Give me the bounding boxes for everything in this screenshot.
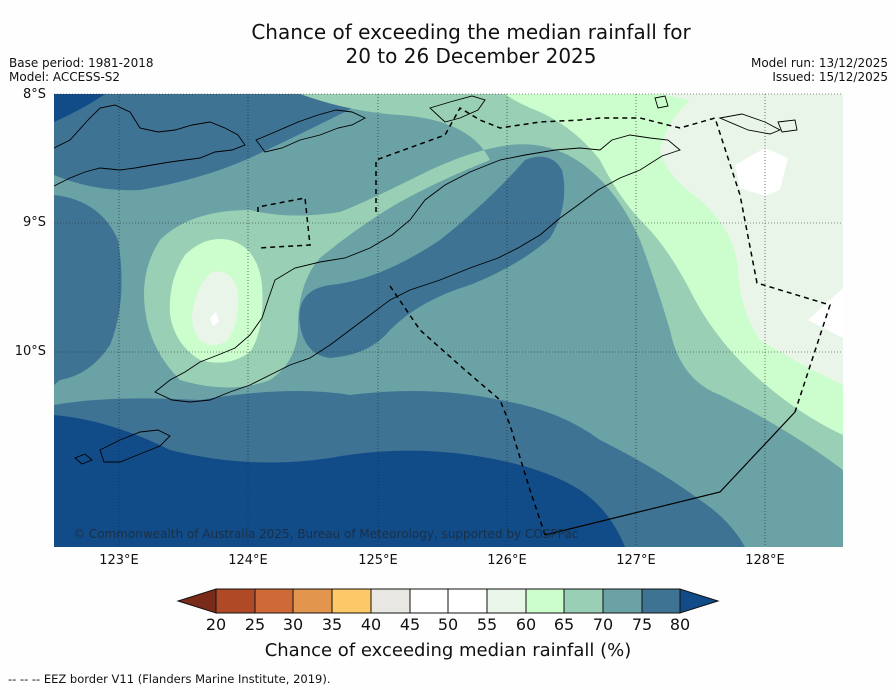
title-line-1: Chance of exceeding the median rainfall …	[251, 20, 691, 44]
coastline-east-islands	[718, 113, 782, 135]
rainfall-probability-contours	[54, 94, 843, 547]
coastline-savu	[74, 453, 93, 465]
lon-label-124e: 124°E	[228, 553, 268, 568]
band-50-55-west	[210, 312, 219, 326]
eez-border-solid	[544, 411, 796, 536]
band-55-60-west	[192, 271, 239, 345]
colorbar-tick: 30	[282, 615, 304, 634]
colorbar-65-70	[563, 588, 604, 614]
colorbar-tick: 20	[205, 615, 227, 634]
coastline-northwest-islands	[54, 104, 246, 187]
colorbar-40-45	[370, 588, 411, 614]
colorbar	[176, 588, 720, 614]
band-50-55-southeast	[808, 288, 843, 338]
lon-label-126e: 126°E	[487, 553, 527, 568]
colorbar-55-60	[486, 588, 527, 614]
band-above-80-south	[54, 415, 625, 547]
colorbar-below-20	[176, 588, 217, 614]
colorbar-tick: 45	[399, 615, 421, 634]
eez-border-south	[389, 285, 546, 536]
colorbar-tick: 50	[437, 615, 459, 634]
coastline-timor	[154, 134, 681, 403]
lon-label-128e: 128°E	[745, 553, 785, 568]
colorbar-35-40	[331, 588, 372, 614]
colorbar-45-50	[409, 588, 449, 614]
colorbar-tick: 35	[321, 615, 343, 634]
band-above-80-northwest	[54, 94, 105, 122]
band-75-80-northwest	[54, 94, 380, 191]
copyright-notice: © Commonwealth of Australia 2025, Bureau…	[73, 527, 579, 541]
coastline-island-1	[255, 109, 367, 153]
colorbar-tick: 75	[631, 615, 653, 634]
meta-left: Base period: 1981-2018 Model: ACCESS-S2	[9, 56, 154, 84]
lat-label-9s: 9°S	[22, 215, 46, 230]
colorbar-75-80	[641, 588, 681, 614]
eez-border-north	[257, 106, 831, 413]
colorbar-tick: 55	[476, 615, 498, 634]
coastline-island-3	[777, 119, 798, 133]
coastline-rote	[99, 429, 171, 463]
eez-border	[257, 106, 831, 536]
model-run: Model run: 13/12/2025	[750, 56, 888, 70]
colorbar-tick: 70	[592, 615, 614, 634]
colorbar-tick: 60	[515, 615, 537, 634]
colorbar-30-35	[292, 588, 333, 614]
coastlines	[54, 95, 798, 465]
band-75-80-central	[299, 156, 565, 358]
colorbar-tick: 40	[360, 615, 382, 634]
colorbar-70-75	[602, 588, 643, 614]
lon-label-125e: 125°E	[358, 553, 398, 568]
gridlines	[54, 93, 843, 547]
colorbar-above-80	[679, 588, 720, 614]
title-line-2: 20 to 26 December 2025	[345, 44, 597, 68]
base-period: Base period: 1981-2018	[9, 56, 154, 70]
band-55-60-east	[660, 94, 843, 385]
colorbar-60-65	[525, 588, 565, 614]
map-title: Chance of exceeding the median rainfall …	[0, 20, 896, 68]
eez-legend: -- -- -- EEZ border V11 (Flanders Marine…	[8, 672, 331, 686]
meta-right: Model run: 13/12/2025 Issued: 15/12/2025	[751, 56, 888, 84]
coastline-island-2	[654, 95, 669, 109]
colorbar-tick: 65	[553, 615, 575, 634]
colorbar-25-30	[254, 588, 294, 614]
model-name: Model: ACCESS-S2	[9, 70, 121, 84]
colorbar-tick: 25	[244, 615, 266, 634]
lat-label-10s: 10°S	[14, 344, 46, 359]
lon-label-123e: 123°E	[99, 553, 139, 568]
colorbar-tick: 80	[669, 615, 691, 634]
lat-label-8s: 8°S	[22, 87, 46, 102]
colorbar-50-55	[447, 588, 488, 614]
lon-label-127e: 127°E	[616, 553, 656, 568]
colorbar-label: Chance of exceeding median rainfall (%)	[264, 640, 632, 661]
issued-date: Issued: 15/12/2025	[772, 70, 888, 84]
coastline-wetar	[429, 95, 486, 123]
band-75-80-west	[54, 195, 122, 385]
band-50-55-east	[735, 148, 788, 196]
colorbar-20-25	[215, 588, 256, 614]
